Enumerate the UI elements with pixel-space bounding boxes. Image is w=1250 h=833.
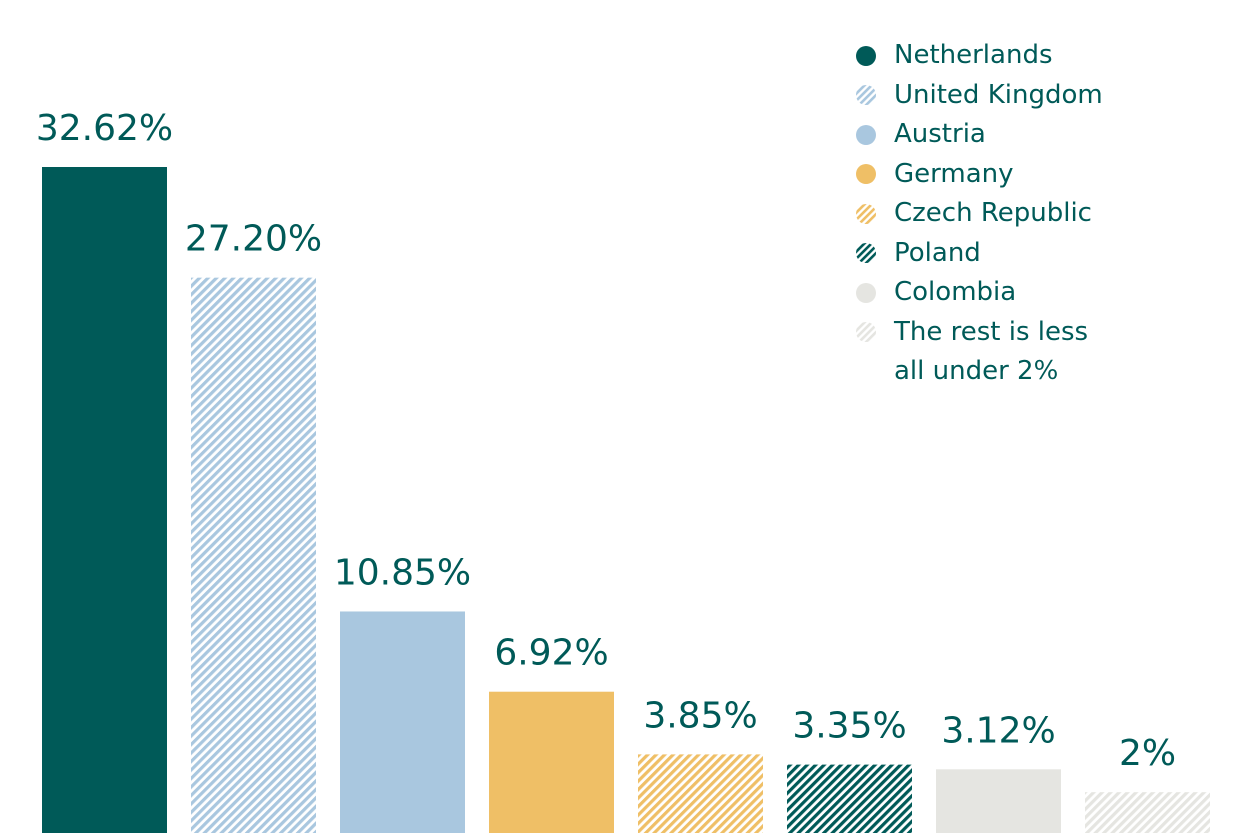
legend-item-germany: Germany xyxy=(856,155,1236,195)
bar-austria xyxy=(340,611,465,833)
legend-marker xyxy=(856,243,876,263)
bar-united-kingdom xyxy=(191,277,316,833)
data-label: 3.85% xyxy=(643,695,757,736)
data-label: 3.12% xyxy=(941,710,1055,751)
legend-swatch-icon xyxy=(856,203,876,224)
legend-item-austria: Austria xyxy=(856,115,1236,155)
legend-swatch-icon xyxy=(856,164,876,184)
legend-marker xyxy=(856,203,876,224)
legend-label: Germany xyxy=(894,158,1014,189)
legend-swatch-icon xyxy=(856,322,876,342)
data-label: 32.62% xyxy=(36,108,173,149)
legend-swatch-icon xyxy=(856,124,876,145)
legend-item-united-kingdom: United Kingdom xyxy=(856,76,1236,116)
bars-layer xyxy=(42,167,1210,833)
value-labels-layer: 32.62% 27.20% 10.85% 6.92% 3.85% 3.35% 3.12% 2% xyxy=(36,108,1176,774)
data-label: 6.92% xyxy=(494,633,608,674)
legend-swatch-icon xyxy=(856,282,876,303)
legend-swatch-icon xyxy=(856,85,876,105)
bar-czech-republic xyxy=(638,754,763,833)
legend-label: United Kingdom xyxy=(894,79,1103,110)
data-label: 10.85% xyxy=(334,552,471,593)
legend-label: Czech Republic xyxy=(894,198,1092,228)
legend-swatch-icon xyxy=(856,243,876,263)
legend-label: Colombia xyxy=(894,277,1017,307)
data-label: 3.35% xyxy=(792,706,906,747)
legend-marker xyxy=(856,124,876,145)
legend: Netherlands United Kingdom Austria Germa… xyxy=(856,36,1236,392)
bar-the-rest-is-less-all-under-2 xyxy=(1085,792,1210,833)
data-label: 2% xyxy=(1119,733,1176,774)
legend-marker xyxy=(856,282,876,303)
legend-label: Poland xyxy=(894,237,981,268)
legend-marker xyxy=(856,322,876,342)
legend-item-netherlands: Netherlands xyxy=(856,36,1236,76)
legend-item-colombia: Colombia xyxy=(856,273,1236,313)
bar-germany xyxy=(489,691,614,833)
legend-item-czech-republic: Czech Republic xyxy=(856,194,1236,234)
legend-marker xyxy=(856,164,876,184)
bar-poland xyxy=(787,764,912,833)
bar-colombia xyxy=(936,769,1061,833)
legend-label: The rest is less all under 2% xyxy=(894,316,1089,387)
bar-netherlands xyxy=(42,167,167,833)
legend-marker xyxy=(856,45,876,66)
legend-marker xyxy=(856,85,876,105)
legend-label: Austria xyxy=(894,119,986,149)
legend-item-rest: The rest is less all under 2% xyxy=(856,313,1236,392)
data-label: 27.20% xyxy=(185,219,322,260)
legend-item-poland: Poland xyxy=(856,234,1236,274)
legend-label: Netherlands xyxy=(894,40,1053,70)
legend-swatch-icon xyxy=(856,45,876,66)
